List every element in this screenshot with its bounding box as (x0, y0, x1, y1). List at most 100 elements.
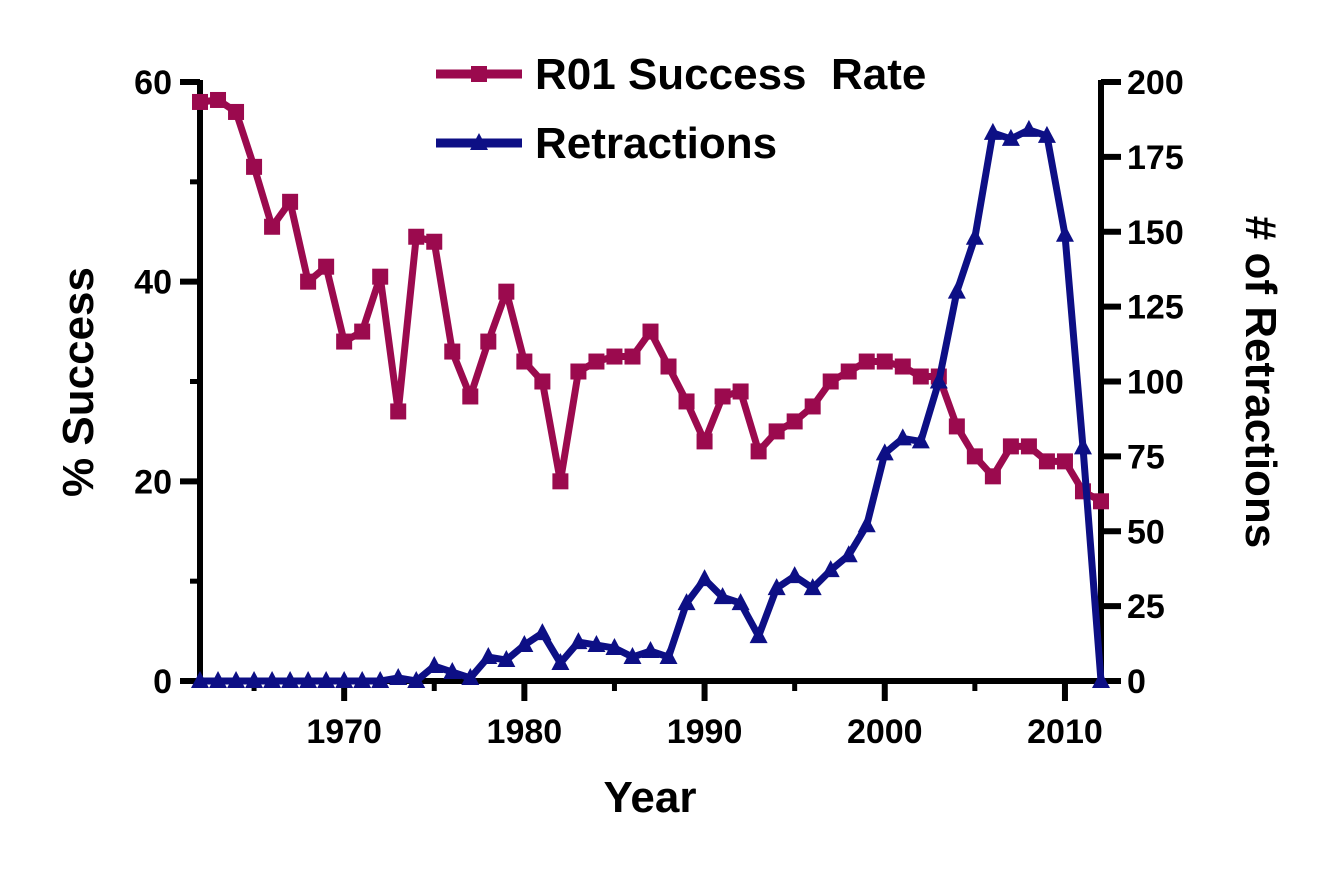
data-point (1020, 438, 1037, 455)
x-tick-label: 1970 (306, 713, 382, 751)
data-point (480, 333, 497, 350)
data-point (623, 647, 642, 665)
data-point (281, 671, 300, 688)
data-point (1001, 128, 1020, 146)
data-point (1019, 119, 1038, 137)
data-point (750, 443, 767, 460)
legend-item: R01 Success Rate (436, 50, 926, 99)
data-point (984, 468, 1001, 485)
data-point (444, 343, 461, 360)
data-point (389, 668, 408, 686)
data-point (263, 671, 282, 688)
data-point (353, 671, 372, 688)
data-point (425, 656, 444, 674)
data-point (246, 158, 263, 175)
data-point (498, 283, 515, 300)
data-point (857, 515, 876, 533)
data-point (588, 353, 605, 370)
data-point (821, 560, 840, 578)
data-point (768, 423, 785, 440)
data-point (282, 193, 299, 210)
data-point (371, 671, 390, 688)
data-point (911, 431, 930, 449)
data-point (713, 587, 732, 605)
data-point (1037, 125, 1056, 143)
data-point (335, 671, 354, 688)
data-point (210, 91, 227, 108)
data-point (876, 353, 893, 370)
legend-swatch-marker (470, 133, 488, 150)
data-point (1055, 224, 1074, 242)
data-point (245, 671, 264, 688)
legend-item: Retractions (436, 119, 777, 168)
series-line (200, 126, 1105, 685)
data-point (551, 653, 570, 671)
data-point (497, 650, 516, 668)
data-point (677, 593, 696, 611)
data-point (785, 566, 804, 584)
data-point (533, 623, 552, 641)
data-point (407, 671, 426, 688)
x-tick-label: 1990 (667, 713, 743, 751)
data-point (1093, 493, 1109, 510)
data-point (767, 578, 786, 596)
right-y-tick-label: 100 (1127, 364, 1184, 402)
legend-swatch-marker (471, 66, 487, 82)
data-point (893, 428, 912, 446)
series-retractions (191, 119, 1110, 688)
data-point (516, 353, 533, 370)
data-point (624, 348, 641, 365)
series-r01-success-rate (192, 91, 1109, 510)
data-point (894, 358, 911, 375)
data-point (299, 671, 318, 688)
axis-titles: Year % Success # of Retractions (54, 216, 1285, 822)
left-y-tick-label: 20 (134, 463, 172, 501)
data-point (408, 228, 425, 245)
legend-label: Retractions (535, 119, 777, 168)
data-point (965, 227, 984, 245)
data-point (264, 218, 281, 235)
data-point (336, 333, 353, 350)
data-point (1056, 453, 1073, 470)
right-y-tick-label: 175 (1127, 139, 1184, 177)
data-point (462, 388, 479, 405)
data-point (660, 358, 677, 375)
data-point (695, 569, 714, 587)
data-point (354, 323, 371, 340)
data-point (929, 371, 948, 389)
data-point (372, 268, 389, 285)
data-point (966, 448, 983, 465)
data-point (912, 368, 929, 385)
right-y-axis-title: # of Retractions (1236, 216, 1285, 549)
data-point (569, 632, 588, 650)
data-point (191, 671, 209, 688)
data-point (803, 578, 822, 596)
left-y-tick-label: 60 (134, 64, 172, 102)
data-point (461, 668, 480, 686)
data-point (552, 473, 569, 490)
data-point (840, 363, 857, 380)
data-point (300, 273, 317, 290)
data-point (1038, 453, 1055, 470)
data-point (192, 93, 208, 110)
data-point (443, 662, 462, 680)
data-point (479, 647, 498, 665)
legend: R01 Success Rate Retractions (436, 50, 926, 168)
data-point (209, 671, 228, 688)
right-y-tick-label: 75 (1127, 438, 1165, 476)
left-y-axis-title: % Success (54, 267, 103, 497)
data-point (696, 433, 713, 450)
data-point (822, 373, 839, 390)
left-y-tick-label: 0 (153, 663, 172, 701)
right-y-tick-label: 50 (1127, 513, 1165, 551)
right-y-tick-label: 200 (1127, 64, 1184, 102)
data-point (731, 593, 750, 611)
data-point (228, 103, 245, 120)
data-point (426, 233, 443, 250)
data-point (606, 348, 623, 365)
data-point (749, 626, 768, 644)
legend-label: R01 Success Rate (535, 50, 926, 99)
data-point (1002, 438, 1019, 455)
